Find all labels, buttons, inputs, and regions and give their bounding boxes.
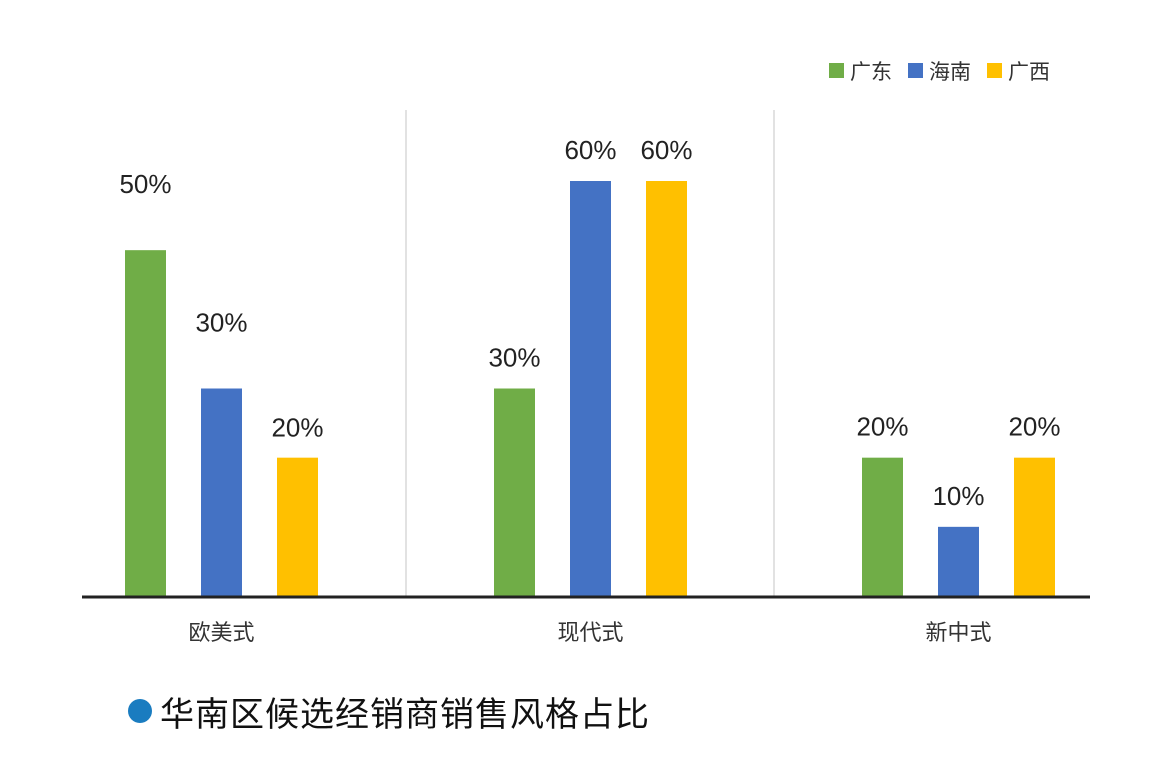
x-tick-label: 欧美式 — [188, 621, 254, 646]
legend-label: 广东 — [850, 60, 892, 84]
data-label: 60% — [564, 135, 616, 165]
data-label: 20% — [271, 413, 323, 443]
data-label: 10% — [932, 481, 984, 511]
bar — [570, 181, 611, 596]
data-labels-layer: 50% 30% 20% 30% 60% 60% 20% 10% 20% — [119, 135, 1060, 511]
x-tick-label: 新中式 — [925, 621, 991, 646]
data-label: 20% — [856, 412, 908, 442]
bar — [1014, 457, 1055, 596]
legend-swatch — [908, 63, 923, 78]
data-label: 30% — [195, 308, 247, 338]
data-label: 30% — [488, 343, 540, 373]
legend: 广东 海南 广西 — [829, 60, 1050, 84]
legend-swatch — [987, 63, 1002, 78]
bar — [938, 526, 979, 596]
bar — [494, 388, 535, 596]
bar — [201, 388, 242, 596]
x-tick-labels: 欧美式 现代式 新中式 — [188, 621, 991, 646]
category-dividers — [405, 110, 775, 596]
bars-layer — [125, 181, 1055, 596]
legend-label: 广西 — [1008, 60, 1050, 84]
chart-caption: 华南区候选经销商销售风格占比 — [128, 686, 650, 736]
bar — [125, 250, 166, 596]
bar — [646, 181, 687, 596]
data-label: 60% — [640, 135, 692, 165]
legend-label: 海南 — [929, 60, 971, 84]
data-label: 50% — [119, 169, 171, 199]
bar — [277, 457, 318, 596]
bullet-dot-icon — [128, 699, 152, 723]
data-label: 20% — [1008, 412, 1060, 442]
chart-title: 华南区候选经销商销售风格占比 — [160, 694, 650, 735]
legend-swatch — [829, 63, 844, 78]
x-tick-label: 现代式 — [557, 621, 623, 646]
bar — [862, 457, 903, 596]
